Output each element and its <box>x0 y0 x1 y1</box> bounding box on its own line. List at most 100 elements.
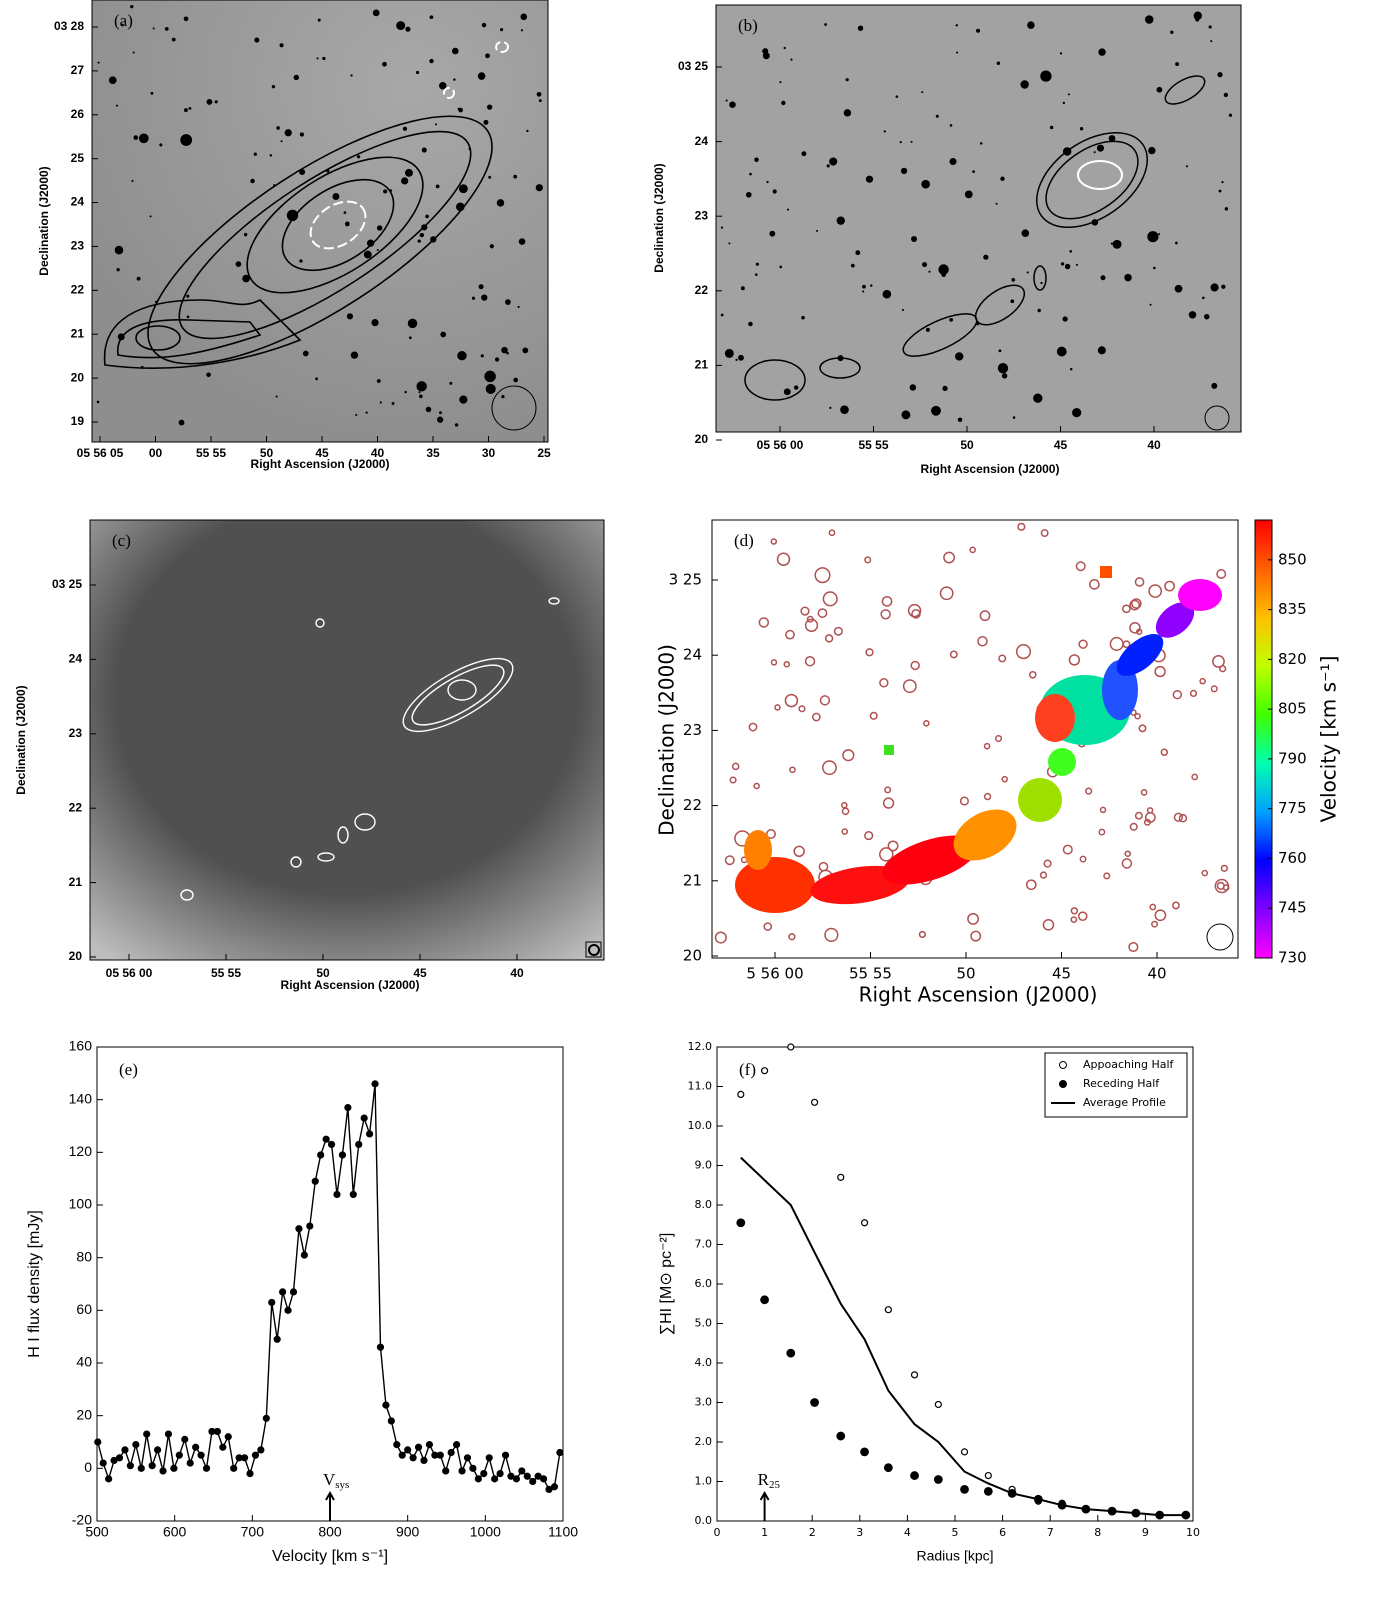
y-tick-label: 03 28 <box>54 19 84 33</box>
x-tick-label: 10 <box>1186 1526 1200 1539</box>
star <box>1012 416 1016 419</box>
x-tick-label: 40 <box>1147 438 1161 452</box>
star-contour <box>1154 909 1167 922</box>
data-point <box>273 1335 281 1343</box>
star-contour <box>959 796 969 806</box>
star-contour <box>1134 811 1143 820</box>
star <box>478 284 484 290</box>
star-contour <box>1124 850 1132 857</box>
colorbar-tick-label: 745 <box>1278 899 1307 917</box>
star <box>269 154 273 157</box>
data-point <box>284 1306 292 1314</box>
colorbar-tick-label: 820 <box>1278 650 1307 668</box>
star-contour <box>841 807 850 816</box>
star <box>280 140 283 143</box>
colorbar-tick-label: 835 <box>1278 600 1307 618</box>
y-tick-label: 23 <box>69 726 83 740</box>
y-tick-label: 9.0 <box>695 1159 713 1172</box>
beam <box>1206 923 1234 951</box>
star <box>720 313 724 317</box>
y-tick-label: 4.0 <box>695 1356 713 1369</box>
star-contour <box>983 742 991 750</box>
x-tick-label: 50 <box>956 965 975 983</box>
star-contour <box>1001 775 1008 783</box>
data-point <box>786 1348 796 1358</box>
data-point <box>469 1464 477 1472</box>
star-contour <box>1122 604 1131 614</box>
star <box>293 74 300 81</box>
star <box>437 416 444 423</box>
data-point <box>240 1454 249 1462</box>
data-point <box>175 1451 183 1459</box>
y-tick-label: 26 <box>71 107 85 121</box>
star-contour <box>804 618 819 632</box>
star-contour <box>1070 916 1078 924</box>
y-axis-label: Declination (J2000) <box>652 163 666 272</box>
x-tick-label: 00 <box>149 446 163 460</box>
star <box>458 184 468 194</box>
data-point <box>463 1454 472 1462</box>
star <box>536 91 542 97</box>
star-contour <box>1040 529 1049 538</box>
data-point <box>251 1451 260 1459</box>
data-point <box>480 1469 488 1478</box>
data-point <box>810 1098 819 1106</box>
star <box>242 274 250 283</box>
legend-swatch <box>1059 1061 1067 1069</box>
data-point <box>121 1446 129 1454</box>
star <box>391 402 395 405</box>
star-contour <box>731 762 740 771</box>
x-tick-label: 50 <box>316 966 330 980</box>
annotation: R25 <box>758 1470 781 1491</box>
panel-label: (f) <box>739 1060 756 1079</box>
y-tick-label: 1.0 <box>695 1475 713 1488</box>
star-contour <box>1134 712 1141 720</box>
star-contour <box>783 660 791 668</box>
star-contour <box>1099 806 1107 814</box>
data-point <box>94 1438 102 1446</box>
data-point <box>414 1443 423 1451</box>
star <box>1149 303 1152 306</box>
star <box>149 215 152 218</box>
star <box>284 129 292 137</box>
star <box>1037 308 1041 313</box>
colorbar <box>1254 519 1273 959</box>
x-tick-label: 05 56 00 <box>106 966 153 980</box>
star <box>931 405 941 416</box>
panel-label: (b) <box>738 16 758 35</box>
star-contour <box>1151 920 1159 928</box>
data-point <box>409 1454 417 1462</box>
star <box>1064 263 1071 270</box>
y-tick-label: 20 <box>76 1406 92 1422</box>
star <box>501 346 508 354</box>
star-contour <box>923 719 930 727</box>
y-tick-label: 19 <box>71 414 85 428</box>
y-tick-label: 3 25 <box>669 571 702 589</box>
data-point <box>436 1451 444 1459</box>
data-point <box>836 1431 846 1441</box>
x-tick-label: 50 <box>960 438 974 452</box>
star-contour <box>1103 872 1111 880</box>
star <box>1193 11 1202 20</box>
star <box>1174 284 1183 293</box>
star <box>254 37 260 43</box>
star-contour <box>804 656 816 667</box>
y-tick-label: 11.0 <box>688 1080 713 1093</box>
star <box>454 423 459 427</box>
data-point <box>837 1173 845 1181</box>
y-tick-label: 25 <box>71 151 85 165</box>
plot-frame <box>716 1046 1194 1522</box>
data-point <box>197 1451 205 1459</box>
y-tick-label: 03 25 <box>52 577 82 591</box>
star <box>471 296 476 300</box>
data-point <box>474 1475 482 1483</box>
x-tick-label: 700 <box>241 1524 265 1540</box>
star <box>996 61 1001 65</box>
star <box>1010 299 1015 304</box>
star <box>925 327 930 332</box>
star <box>439 411 442 415</box>
star <box>857 25 864 31</box>
star <box>748 321 753 327</box>
star <box>1056 346 1067 357</box>
